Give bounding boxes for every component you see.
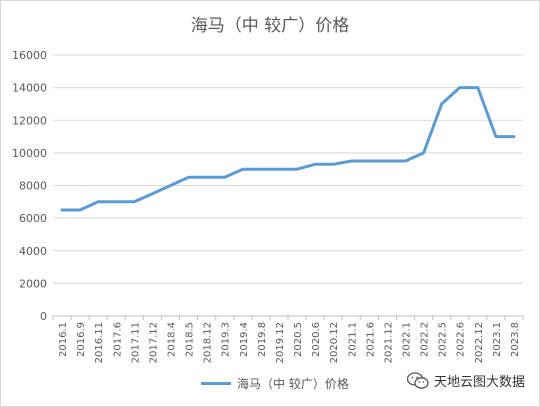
y-tick-label: 14000 bbox=[12, 82, 47, 95]
y-tick-label: 6000 bbox=[19, 212, 47, 225]
legend-label: 海马（中 较广）价格 bbox=[237, 377, 349, 391]
x-tick-label: 2022.1 bbox=[402, 322, 413, 357]
watermark-text: 天地云图大数据 bbox=[433, 375, 525, 390]
x-tick-label: 2017.12 bbox=[148, 322, 159, 363]
y-tick-label: 8000 bbox=[19, 180, 47, 193]
x-tick-label: 2022.6 bbox=[456, 322, 467, 357]
x-tick-label: 2021.12 bbox=[383, 322, 394, 363]
legend: 海马（中 较广）价格 bbox=[201, 375, 349, 392]
x-tick-label: 2019.8 bbox=[257, 322, 268, 357]
x-tick-label: 2023.1 bbox=[492, 322, 503, 357]
x-tick-label: 2019.3 bbox=[221, 322, 232, 357]
x-tick-label: 2016.1 bbox=[58, 322, 69, 357]
x-tick-label: 2022.12 bbox=[474, 322, 485, 363]
y-tick-label: 12000 bbox=[12, 114, 47, 127]
x-tick-label: 2016.9 bbox=[76, 322, 87, 357]
y-tick-label: 16000 bbox=[12, 49, 47, 62]
x-tick-label: 2016.11 bbox=[94, 322, 105, 363]
x-tick-label: 2018.4 bbox=[167, 322, 178, 357]
series-line bbox=[60, 86, 516, 212]
x-tick-label: 2019.12 bbox=[275, 322, 286, 363]
y-tick-label: 4000 bbox=[19, 245, 47, 258]
y-tick-label: 10000 bbox=[12, 147, 47, 160]
x-tick-label: 2020.12 bbox=[329, 322, 340, 363]
x-tick-label: 2020.5 bbox=[293, 322, 304, 357]
y-tick-label: 2000 bbox=[19, 277, 47, 290]
x-tick-label: 2019.4 bbox=[239, 322, 250, 357]
x-tick-label: 2020.6 bbox=[311, 322, 322, 357]
x-tick-label: 2022.5 bbox=[438, 322, 449, 357]
y-tick-label: 0 bbox=[40, 310, 47, 323]
x-tick-label: 2018.12 bbox=[203, 322, 214, 363]
x-tick-label: 2021.1 bbox=[347, 322, 358, 357]
chart-title: 海马（中 较广）价格 bbox=[190, 16, 350, 36]
x-tick-label: 2023.8 bbox=[510, 322, 521, 357]
x-tick-label: 2017.11 bbox=[130, 322, 141, 363]
wechat-icon bbox=[406, 371, 429, 389]
legend-swatch bbox=[201, 382, 231, 385]
x-tick-label: 2017.6 bbox=[112, 322, 123, 357]
watermark: 天地云图大数据 bbox=[406, 371, 525, 390]
x-tick-label: 2022.2 bbox=[420, 322, 431, 357]
x-tick-label: 2018.5 bbox=[185, 322, 196, 357]
x-tick-label: 2021.6 bbox=[365, 322, 376, 357]
